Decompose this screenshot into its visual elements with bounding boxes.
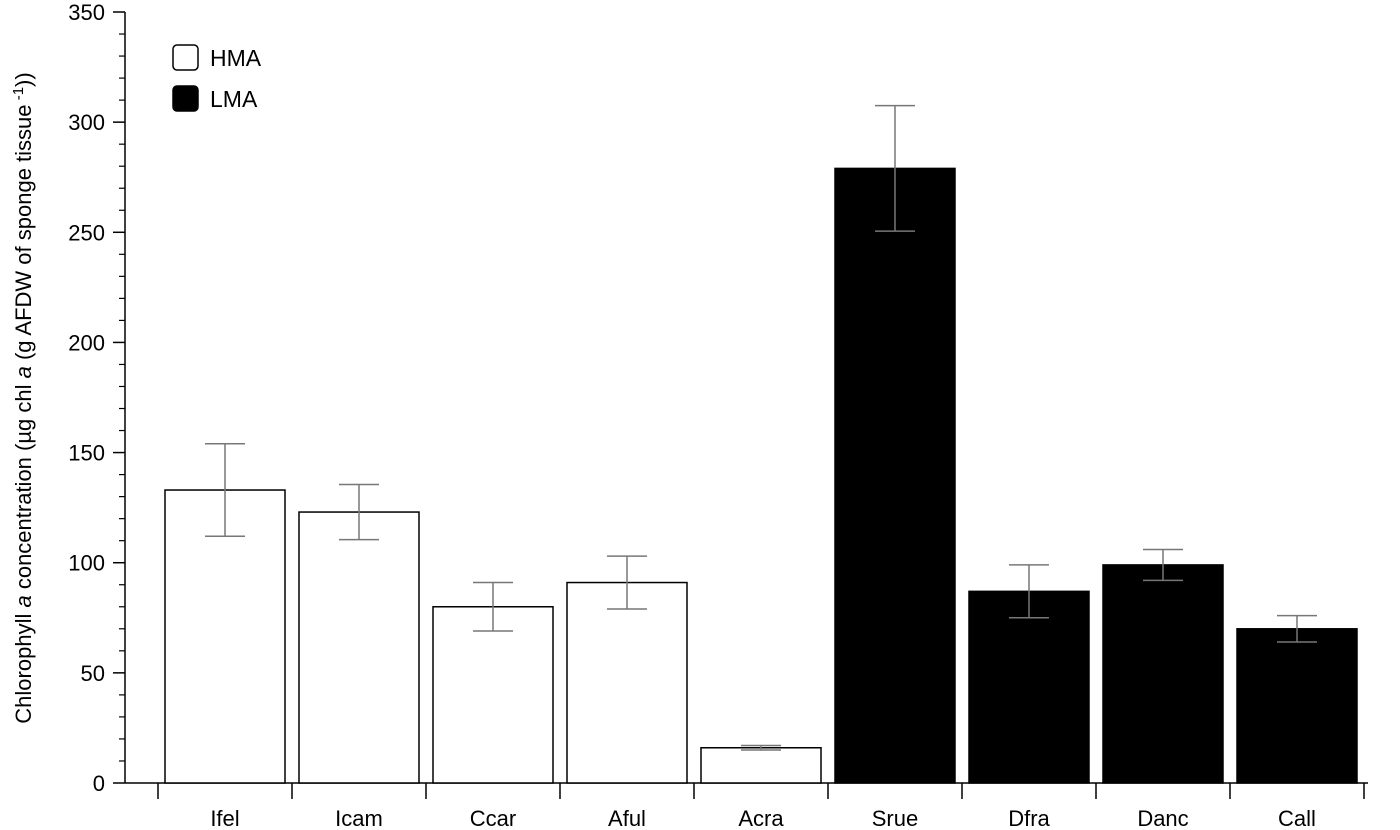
legend: HMA LMA xyxy=(172,44,262,112)
x-tick-label: Dfra xyxy=(1008,806,1050,830)
bar-icam xyxy=(298,511,420,784)
y-axis-title: Chlorophyll a concentration (µg chl a (g… xyxy=(10,72,36,723)
x-tick-label: Ifel xyxy=(210,806,239,830)
legend-swatch-lma xyxy=(172,85,199,112)
x-tick-label: Ccar xyxy=(470,806,516,830)
bar-ccar xyxy=(432,606,554,784)
y-tick-label: 100 xyxy=(68,551,105,576)
error-bars xyxy=(205,104,1317,751)
x-tick-label: Icam xyxy=(335,806,383,830)
x-tick-label: Acra xyxy=(738,806,784,830)
x-tick-label: Danc xyxy=(1137,806,1188,830)
bar-aful xyxy=(566,581,688,784)
y-tick-label: 50 xyxy=(81,661,105,686)
bar-danc xyxy=(1102,564,1224,784)
y-tick-label: 300 xyxy=(68,110,105,135)
y-axis: 0 50 100 150 200 250 300 350 xyxy=(68,0,126,796)
x-tick-label: Call xyxy=(1278,806,1316,830)
x-axis: Ifel Icam Ccar Aful Acra Srue Dfra Danc Call xyxy=(125,782,1368,830)
bar-call xyxy=(1236,628,1358,784)
y-tick-label: 250 xyxy=(68,220,105,245)
legend-label-hma: HMA xyxy=(210,45,262,71)
legend-label-lma: LMA xyxy=(210,86,258,112)
y-tick-label: 150 xyxy=(68,441,105,466)
bars xyxy=(164,167,1358,784)
y-tick-label: 200 xyxy=(68,330,105,355)
legend-swatch-hma xyxy=(172,44,199,71)
bar-acra xyxy=(700,747,822,784)
x-tick-label: Aful xyxy=(608,806,646,830)
bar-dfra xyxy=(968,590,1090,784)
bar-ifel xyxy=(164,489,286,784)
x-tick-label: Srue xyxy=(872,806,918,830)
y-tick-label: 0 xyxy=(93,771,105,796)
bar-srue xyxy=(834,167,956,784)
y-tick-label: 350 xyxy=(68,0,105,25)
